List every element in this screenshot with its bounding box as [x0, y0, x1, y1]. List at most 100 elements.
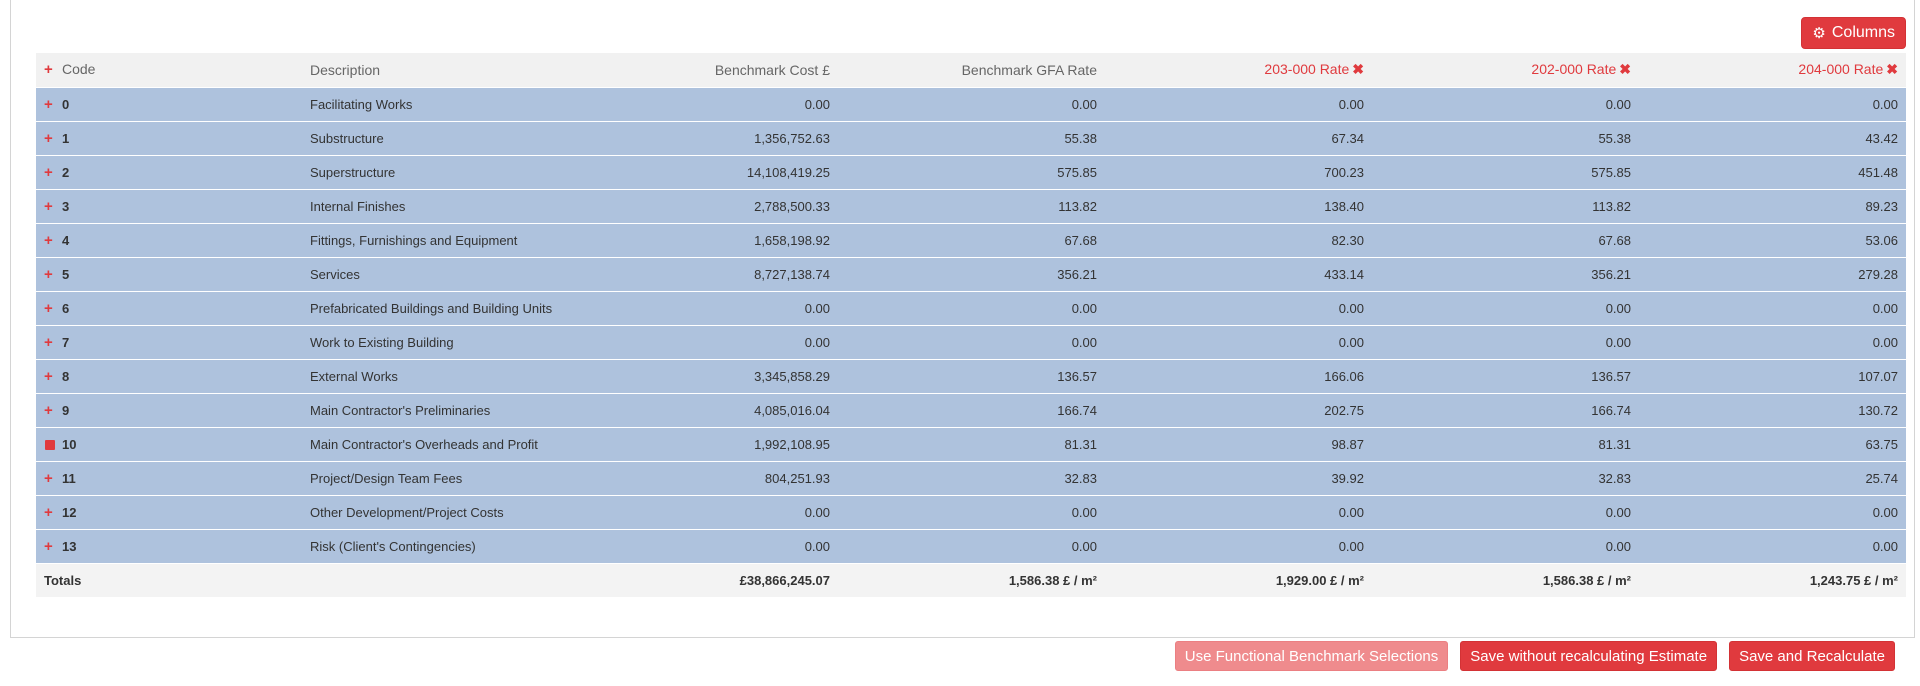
totals-label: Totals — [44, 572, 82, 588]
table-row[interactable]: +6 Prefabricated Buildings and Building U… — [36, 291, 1906, 325]
totals-cost: £38,866,245.07 — [739, 572, 830, 588]
totals-rate-202: 1,586.38 £ / m² — [1542, 572, 1631, 588]
benchmark-table: + Code Description Benchmark Cost £ Bench… — [36, 53, 1906, 597]
cell-benchmark-gfa-rate: 136.57 — [1057, 368, 1097, 384]
cell-code: +7 — [44, 333, 70, 351]
cell-benchmark-cost: 4,085,016.04 — [754, 402, 830, 418]
cell-rate-204: 89.23 — [1865, 198, 1898, 214]
cell-rate-204: 0.00 — [1872, 300, 1898, 316]
cell-description: Project/Design Team Fees — [310, 470, 463, 486]
table-row[interactable]: +9 Main Contractor's Preliminaries 4,085,0… — [36, 393, 1906, 427]
cell-rate-202: 67.68 — [1598, 232, 1631, 248]
cell-benchmark-gfa-rate: 575.85 — [1057, 164, 1097, 180]
expand-icon[interactable]: + — [44, 163, 53, 181]
cell-description: Work to Existing Building — [310, 334, 454, 350]
cell-rate-202: 32.83 — [1598, 470, 1631, 486]
table-row[interactable]: +2 Superstructure 14,108,419.25 575.85 700.2… — [36, 155, 1906, 189]
expand-all-icon[interactable]: + — [44, 61, 53, 79]
table-row[interactable]: +1 Substructure 1,356,752.63 55.38 67.34 55.3… — [36, 121, 1906, 155]
save-and-recalculate-button[interactable]: Save and Recalculate — [1729, 641, 1895, 671]
use-functional-benchmark-button[interactable]: Use Functional Benchmark Selections — [1174, 641, 1449, 671]
expand-icon[interactable]: + — [44, 231, 53, 249]
cell-benchmark-gfa-rate: 0.00 — [1071, 334, 1097, 350]
cell-description: Superstructure — [310, 164, 396, 180]
cell-rate-203: 39.92 — [1331, 470, 1364, 486]
cell-benchmark-gfa-rate: 0.00 — [1071, 96, 1097, 112]
cell-rate-203: 166.06 — [1324, 368, 1364, 384]
cell-rate-204: 0.00 — [1872, 504, 1898, 520]
cell-rate-204: 279.28 — [1858, 266, 1898, 282]
cell-rate-203: 67.34 — [1331, 130, 1364, 146]
header-code[interactable]: + Code — [44, 61, 96, 79]
expand-icon[interactable]: + — [44, 129, 53, 147]
totals-rate-204: 1,243.75 £ / m² — [1809, 572, 1898, 588]
expand-icon[interactable]: + — [44, 469, 53, 487]
header-benchmark-cost[interactable]: Benchmark Cost £ — [714, 61, 830, 78]
table-row[interactable]: +11 Project/Design Team Fees 804,251.93 32.… — [36, 461, 1906, 495]
expand-icon[interactable]: + — [44, 333, 53, 351]
cell-description: Main Contractor's Preliminaries — [310, 402, 491, 418]
table-row[interactable]: +3 Internal Finishes 2,788,500.33 113.82 138… — [36, 189, 1906, 223]
cell-benchmark-cost: 1,658,198.92 — [754, 232, 830, 248]
expand-icon[interactable]: + — [44, 537, 53, 555]
expand-icon[interactable]: + — [44, 299, 53, 317]
cell-rate-203: 0.00 — [1338, 538, 1364, 554]
cell-rate-204: 107.07 — [1858, 368, 1898, 384]
cell-rate-204: 43.42 — [1865, 130, 1898, 146]
expand-icon[interactable]: + — [44, 95, 53, 113]
totals-rate-203: 1,929.00 £ / m² — [1275, 572, 1364, 588]
cell-benchmark-gfa-rate: 32.83 — [1064, 470, 1097, 486]
cell-code: 10 — [36, 427, 302, 461]
cell-code: +12 — [44, 503, 77, 521]
cell-benchmark-cost: 1,992,108.95 — [754, 436, 830, 452]
totals-gfa-rate: 1,586.38 £ / m² — [1008, 572, 1097, 588]
cell-rate-202: 575.85 — [1591, 164, 1631, 180]
footer-actions: Use Functional Benchmark Selections Save… — [1174, 641, 1895, 671]
expand-icon[interactable]: + — [44, 401, 53, 419]
cell-rate-203: 0.00 — [1338, 300, 1364, 316]
cell-rate-202: 0.00 — [1605, 538, 1631, 554]
cell-rate-204: 130.72 — [1858, 402, 1898, 418]
header-description[interactable]: Description — [310, 61, 381, 78]
cell-benchmark-cost: 8,727,138.74 — [754, 266, 830, 282]
cell-benchmark-gfa-rate: 0.00 — [1071, 538, 1097, 554]
cell-description: Other Development/Project Costs — [310, 504, 504, 520]
table-row[interactable]: +0 Facilitating Works 0.00 0.00 0.00 0.00 0.00 — [36, 87, 1906, 121]
table-row[interactable]: +4 Fittings, Furnishings and Equipment 1,6… — [36, 223, 1906, 257]
cell-code: +13 — [44, 537, 77, 555]
columns-button[interactable]: ⚙ Columns — [1801, 17, 1906, 49]
remove-column-icon[interactable]: ✖ — [1619, 61, 1631, 78]
cell-description: Facilitating Works — [310, 96, 413, 112]
cell-code: +6 — [44, 299, 70, 317]
cell-rate-204: 0.00 — [1872, 538, 1898, 554]
cell-benchmark-gfa-rate: 0.00 — [1071, 504, 1097, 520]
header-benchmark-gfa-rate[interactable]: Benchmark GFA Rate — [961, 61, 1097, 78]
cell-code: +11 — [44, 469, 76, 487]
remove-column-icon[interactable]: ✖ — [1886, 61, 1898, 78]
table-row[interactable]: +12 Other Development/Project Costs 0.00 0.… — [36, 495, 1906, 529]
cell-code: +0 — [44, 95, 70, 113]
expand-icon[interactable]: + — [44, 265, 53, 283]
save-without-recalculating-button[interactable]: Save without recalculating Estimate — [1460, 641, 1718, 671]
cell-description: Main Contractor's Overheads and Profit — [310, 436, 538, 452]
table-row[interactable]: 10 Main Contractor's Overheads and Profit… — [36, 427, 1906, 461]
cell-code: +8 — [44, 367, 70, 385]
cell-description: Internal Finishes — [310, 198, 406, 214]
table-row[interactable]: +7 Work to Existing Building 0.00 0.00 0.00 0… — [36, 325, 1906, 359]
cell-rate-203: 138.40 — [1324, 198, 1364, 214]
table-row[interactable]: +13 Risk (Client's Contingencies) 0.00 0.00… — [36, 529, 1906, 563]
header-rate-204: 204-000 Rate ✖ — [1798, 61, 1898, 78]
table-row[interactable]: +8 External Works 3,345,858.29 136.57 166.06… — [36, 359, 1906, 393]
cell-benchmark-cost: 0.00 — [804, 334, 830, 350]
expand-icon[interactable]: + — [44, 197, 53, 215]
cell-description: Fittings, Furnishings and Equipment — [310, 232, 518, 248]
cell-benchmark-gfa-rate: 113.82 — [1058, 198, 1097, 214]
cell-code: +9 — [44, 401, 70, 419]
expand-icon[interactable]: + — [44, 503, 53, 521]
cell-rate-203: 202.75 — [1324, 402, 1364, 418]
collapse-icon[interactable] — [45, 439, 55, 450]
expand-icon[interactable]: + — [44, 367, 53, 385]
cell-rate-204: 25.74 — [1865, 470, 1898, 486]
remove-column-icon[interactable]: ✖ — [1352, 61, 1364, 78]
table-row[interactable]: +5 Services 8,727,138.74 356.21 433.14 356.21… — [36, 257, 1906, 291]
